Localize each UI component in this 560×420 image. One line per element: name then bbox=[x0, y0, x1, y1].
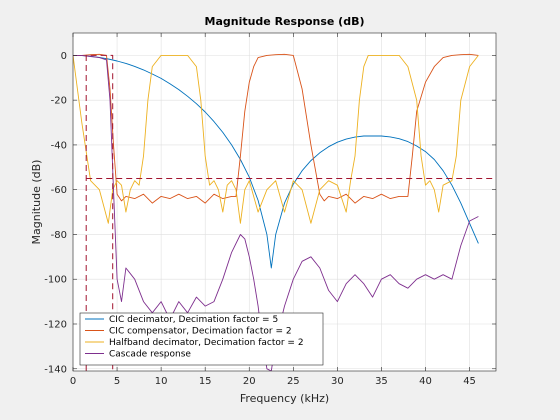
y-axis-label: Magnitude (dB) bbox=[30, 160, 43, 245]
legend-entry-1: CIC compensator, Decimation factor = 2 bbox=[109, 327, 292, 337]
x-tick-label-2: 10 bbox=[155, 376, 168, 387]
legend-box bbox=[79, 312, 324, 366]
plot-frame bbox=[72, 32, 497, 372]
y-tick-label-5: -100 bbox=[44, 275, 67, 286]
x-tick-label-5: 25 bbox=[287, 376, 300, 387]
series-line-1 bbox=[73, 53, 479, 204]
y-tick-label-0: 0 bbox=[61, 51, 67, 62]
series-line-0 bbox=[73, 54, 479, 269]
x-tick-label-0: 0 bbox=[70, 376, 76, 387]
x-axis-ticks: 0 5 10 15 20 25 30 35 40 45 bbox=[70, 33, 476, 387]
grid bbox=[72, 33, 496, 371]
x-tick-label-7: 35 bbox=[375, 376, 388, 387]
x-axis-label: Frequency (kHz) bbox=[240, 392, 329, 405]
y-tick-label-6: -120 bbox=[44, 319, 67, 330]
y-axis-ticks: 0 -20 -40 -60 -80 -100 -120 -140 bbox=[44, 51, 496, 375]
y-tick-label-4: -80 bbox=[51, 230, 67, 241]
y-tick-label-1: -20 bbox=[51, 96, 67, 107]
x-tick-label-6: 30 bbox=[331, 376, 344, 387]
y-tick-label-7: -140 bbox=[44, 364, 67, 375]
x-tick-label-1: 5 bbox=[114, 376, 120, 387]
x-tick-label-3: 15 bbox=[199, 376, 212, 387]
y-tick-label-3: -60 bbox=[51, 185, 67, 196]
legend-entry-0: CIC decimator, Decimation factor = 5 bbox=[109, 315, 278, 325]
legend-entry-3: Cascade response bbox=[109, 350, 191, 360]
series-line-2 bbox=[73, 54, 479, 224]
x-tick-label-8: 40 bbox=[419, 376, 432, 387]
legend-entry-2: Halfband decimator, Decimation factor = … bbox=[109, 338, 304, 348]
y-tick-label-2: -40 bbox=[51, 140, 67, 151]
x-tick-label-4: 20 bbox=[243, 376, 256, 387]
chart-title: Magnitude Response (dB) bbox=[205, 15, 365, 28]
x-tick-label-9: 45 bbox=[463, 376, 476, 387]
legend: CIC decimator, Decimation factor = 5 CIC … bbox=[79, 312, 324, 366]
